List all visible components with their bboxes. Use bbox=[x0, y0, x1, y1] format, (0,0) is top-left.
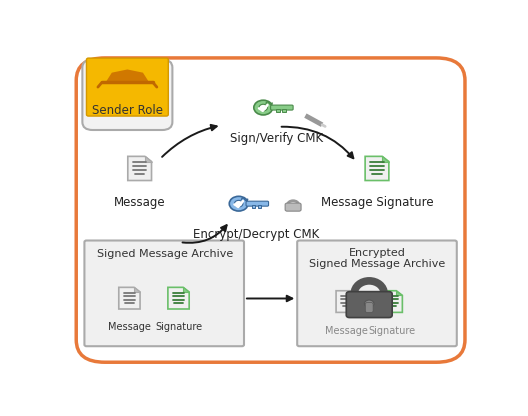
Polygon shape bbox=[352, 291, 357, 295]
FancyBboxPatch shape bbox=[297, 240, 457, 346]
Text: Message: Message bbox=[108, 322, 151, 332]
FancyBboxPatch shape bbox=[76, 58, 465, 362]
Bar bbox=[258, 205, 261, 208]
Circle shape bbox=[254, 100, 272, 115]
Bar bbox=[282, 109, 286, 112]
Polygon shape bbox=[336, 291, 357, 312]
FancyBboxPatch shape bbox=[346, 292, 392, 317]
Text: Signed Message Archive: Signed Message Archive bbox=[97, 249, 233, 259]
FancyBboxPatch shape bbox=[285, 203, 301, 211]
Polygon shape bbox=[128, 156, 152, 181]
Polygon shape bbox=[397, 291, 402, 295]
Polygon shape bbox=[382, 156, 389, 161]
Circle shape bbox=[364, 300, 374, 307]
Text: Sign/Verify CMK: Sign/Verify CMK bbox=[230, 131, 323, 145]
Text: Signature: Signature bbox=[155, 322, 202, 332]
FancyBboxPatch shape bbox=[82, 59, 172, 130]
Text: Sender Role: Sender Role bbox=[92, 104, 163, 116]
Text: Signature: Signature bbox=[368, 326, 416, 336]
Polygon shape bbox=[381, 291, 402, 312]
FancyBboxPatch shape bbox=[365, 302, 373, 312]
Polygon shape bbox=[365, 156, 389, 181]
Circle shape bbox=[259, 104, 268, 111]
Text: Message: Message bbox=[325, 326, 368, 336]
Circle shape bbox=[234, 201, 243, 207]
FancyBboxPatch shape bbox=[87, 58, 168, 116]
FancyBboxPatch shape bbox=[246, 201, 269, 206]
FancyBboxPatch shape bbox=[84, 240, 244, 346]
Polygon shape bbox=[134, 287, 140, 292]
Polygon shape bbox=[119, 287, 140, 309]
Text: Encrypted
Signed Message Archive: Encrypted Signed Message Archive bbox=[309, 248, 445, 270]
Polygon shape bbox=[145, 156, 152, 161]
Polygon shape bbox=[183, 287, 189, 292]
Circle shape bbox=[229, 196, 248, 211]
Polygon shape bbox=[106, 69, 149, 82]
Bar bbox=[251, 205, 255, 208]
FancyBboxPatch shape bbox=[271, 105, 293, 110]
Text: Message Signature: Message Signature bbox=[320, 196, 433, 209]
Text: Encrypt/Decrypt CMK: Encrypt/Decrypt CMK bbox=[193, 228, 319, 241]
Bar bbox=[276, 109, 280, 112]
Text: Message: Message bbox=[114, 196, 165, 209]
Polygon shape bbox=[168, 287, 189, 309]
